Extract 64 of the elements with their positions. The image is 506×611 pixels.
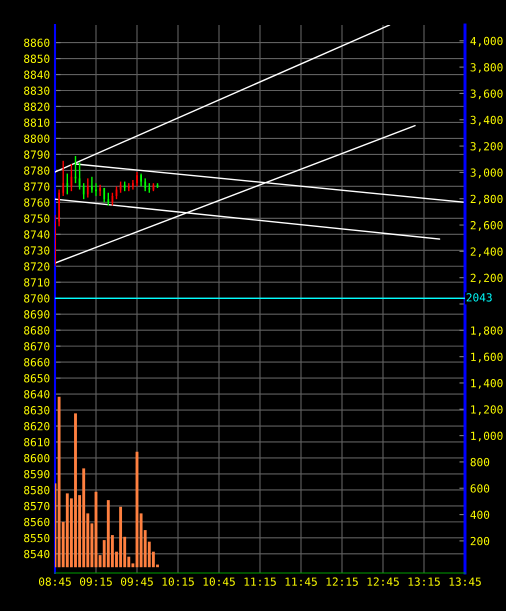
y-tick-label: 8770 [24,182,50,191]
x-tick-label: 10:15 [162,577,194,586]
y-tick-label: 8730 [24,246,50,255]
y-tick-label: 8580 [24,486,50,494]
y-tick-label: 8720 [24,262,50,271]
y2-tick-label: 3,000 [470,168,503,178]
y2-tick-label: 2,200 [470,274,503,284]
y-tick-label: 8690 [24,310,50,319]
y2-tick-label: 1,400 [471,378,503,389]
y2-tick-label: 1,800 [471,326,503,336]
y2-tick-label: 1,600 [471,352,503,362]
y2-tick-label: 3,800 [470,63,503,73]
y-tick-label: 8570 [24,502,50,510]
y-tick-label: 8600 [24,454,50,462]
y-tick-label: 8550 [24,534,50,542]
x-tick-label: 11:45 [286,578,317,586]
x-tick-label: 09:15 [80,577,112,586]
x-tick-label: 12:45 [368,577,399,586]
y-tick-label: 8710 [24,278,50,287]
y2-tick-label: 2,600 [470,221,503,231]
y2-tick-label: 3,200 [470,142,503,152]
y-tick-label: 8840 [24,70,50,79]
y-tick-label: 8610 [24,438,50,446]
y2-tick-label: 600 [470,484,490,493]
y2-tick-label: 800 [470,458,490,466]
y2-tick-label: 400 [470,510,490,519]
ref-line-label: 2043 [466,293,492,302]
y-tick-label: 8800 [24,134,50,143]
y-tick-label: 8630 [24,406,50,414]
y-tick-label: 8620 [24,422,50,430]
x-tick-label: 12:15 [326,577,358,586]
y2-tick-label: 4,000 [470,36,503,47]
y-tick-label: 8810 [24,118,50,127]
y-tick-label: 8740 [24,230,50,239]
y-tick-label: 8650 [24,374,50,382]
y-tick-label: 8750 [24,214,50,223]
y2-tick-label: 1,200 [471,405,503,416]
y-tick-label: 8850 [24,54,50,63]
x-tick-label: 11:15 [244,578,276,586]
x-tick-label: 10:45 [204,577,235,586]
y-tick-label: 8820 [24,102,50,111]
y-tick-label: 8540 [24,550,50,558]
y2-tick-label: 3,400 [470,116,503,126]
x-tick-label: 13:45 [450,577,481,586]
y-tick-label: 8670 [24,342,50,351]
y-tick-label: 8780 [24,166,50,175]
y-tick-label: 8640 [24,390,50,398]
y-tick-label: 8760 [24,198,50,207]
y2-tick-label: 200 [470,536,490,546]
y-tick-label: 8680 [24,326,50,335]
y2-tick-label: 2,400 [470,247,503,258]
y2-tick-label: 2,800 [470,194,503,205]
y-tick-label: 8660 [24,358,50,367]
y-tick-label: 8830 [24,86,50,95]
y2-tick-label: 3,600 [470,89,503,100]
y-tick-label: 8700 [24,294,50,303]
y2-tick-label: 1,000 [471,432,503,442]
y-tick-label: 8590 [24,470,50,478]
y-tick-label: 8560 [24,518,50,526]
y-tick-label: 8790 [24,150,50,159]
x-tick-label: 08:45 [39,577,71,586]
x-tick-label: 13:15 [408,577,440,586]
x-tick-label: 09:45 [121,577,153,586]
y-tick-label: 8860 [24,38,50,47]
